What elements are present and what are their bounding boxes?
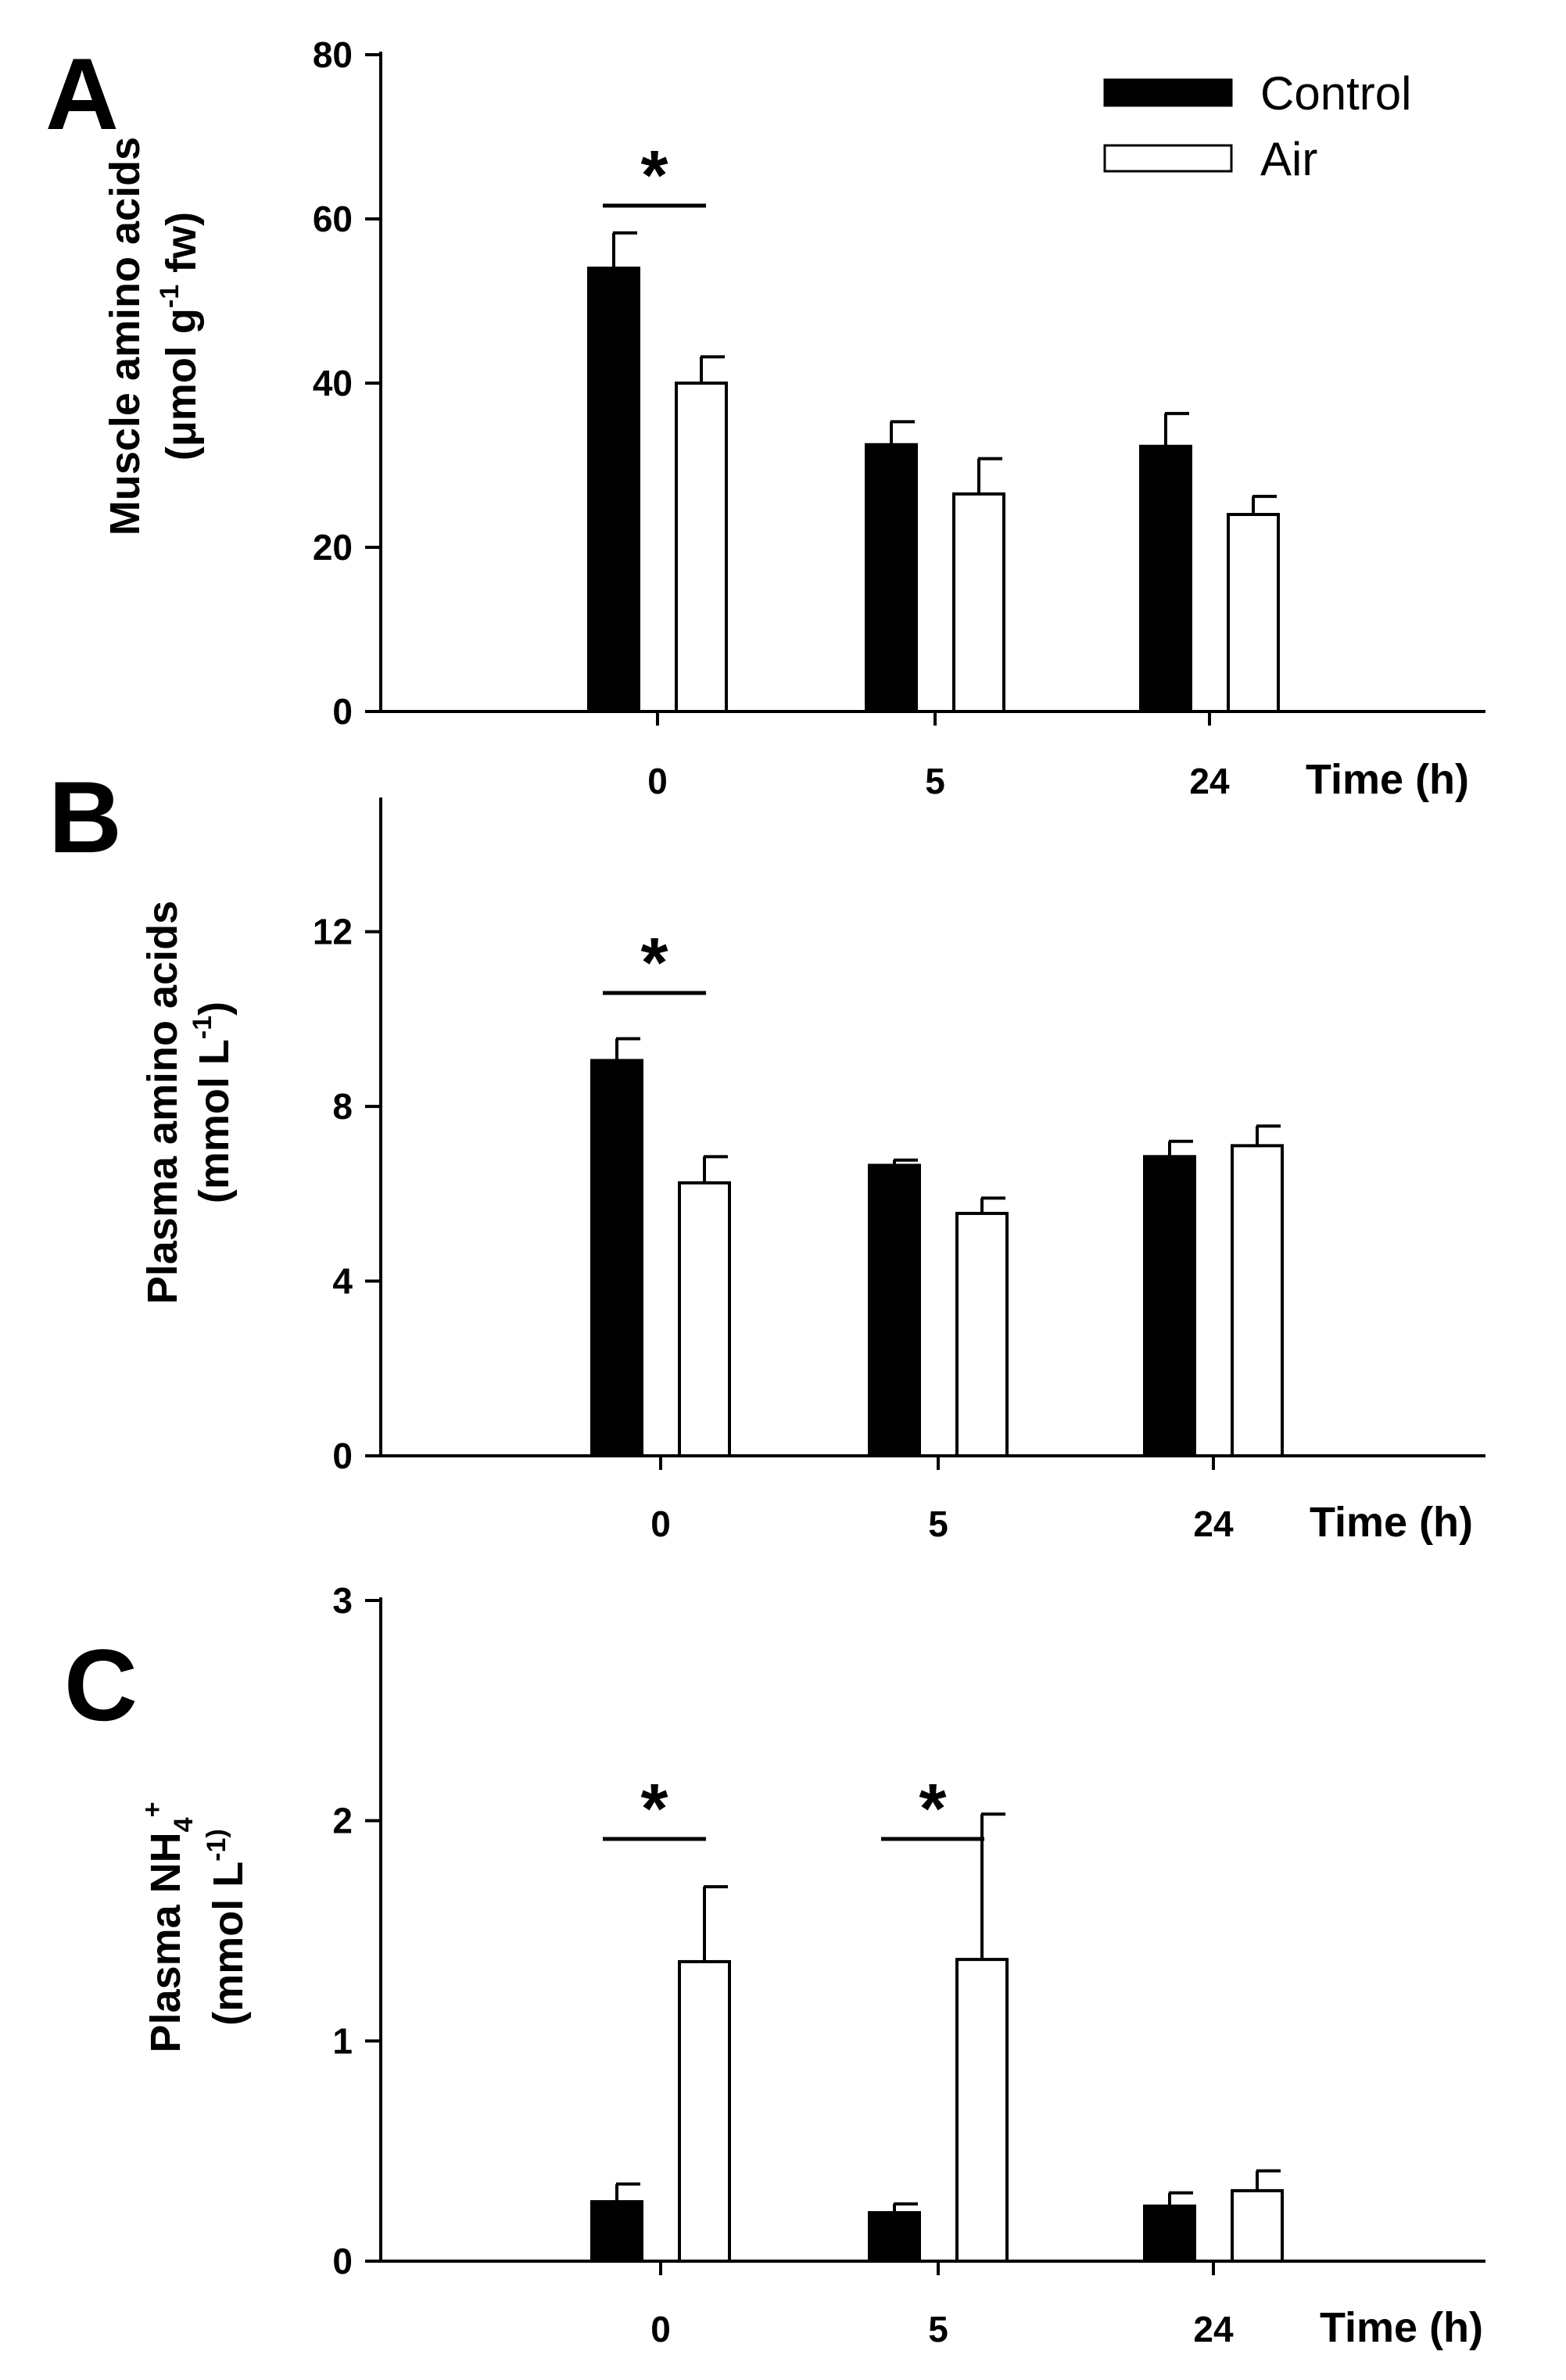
bar-air bbox=[955, 1211, 1009, 1457]
significance-star: * bbox=[919, 1770, 946, 1848]
x-axis-title: Time (h) bbox=[1320, 2304, 1483, 2351]
bar-air bbox=[1231, 1144, 1284, 1457]
significance-star: * bbox=[640, 924, 668, 1002]
legend-swatch-air bbox=[1103, 144, 1233, 173]
bar-air bbox=[1227, 513, 1280, 713]
x-tick-label: 24 bbox=[1193, 2309, 1234, 2350]
x-tick-label: 0 bbox=[647, 761, 668, 801]
bar-control bbox=[1143, 2204, 1196, 2263]
panel-letter-a: A bbox=[45, 37, 119, 151]
x-tick-label: 5 bbox=[928, 1504, 948, 1544]
panel-a: A Muscle amino acids (μmol g-1 fw) Contr… bbox=[45, 37, 1411, 536]
plot-c: 0 1 2 3 0 5 24 Time (h) * * bbox=[332, 1580, 1485, 2351]
bar-air bbox=[1231, 2188, 1284, 2264]
bar-control bbox=[1139, 444, 1192, 713]
bar-control bbox=[590, 1059, 643, 1457]
y-tick-label: 4 bbox=[332, 1261, 353, 1302]
plot-b: 0 4 8 12 0 5 24 Time (h) * bbox=[313, 798, 1485, 1546]
panel-c: C Plasma NH4+ (mmol L-1) bbox=[64, 1628, 252, 2052]
y-axis-title-a-line1: Muscle amino acids bbox=[102, 137, 149, 536]
y-tick-label: 20 bbox=[313, 527, 353, 568]
y-axis-title-b-line2: (mmol L-1) bbox=[188, 1002, 238, 1203]
y-tick-label: 3 bbox=[332, 1580, 353, 1621]
x-tick-label: 5 bbox=[925, 761, 945, 801]
legend-swatch-control bbox=[1103, 78, 1233, 107]
y-axis-title-c-line1: Plasma NH4+ bbox=[138, 1802, 199, 2053]
x-tick-label: 24 bbox=[1193, 1504, 1234, 1544]
bar-control bbox=[865, 443, 918, 713]
panel-letter-b: B bbox=[48, 760, 122, 874]
bar-control bbox=[868, 1163, 921, 1458]
bar-control bbox=[868, 2211, 921, 2264]
panel-b: B Plasma amino acids (mmol L-1) bbox=[48, 760, 238, 1304]
y-tick-label: 8 bbox=[332, 1086, 353, 1127]
bar-control bbox=[587, 267, 640, 713]
bar-air bbox=[678, 1959, 731, 2264]
y-tick-label: 2 bbox=[332, 1801, 353, 1841]
bar-air bbox=[952, 492, 1005, 713]
y-tick-label: 60 bbox=[313, 199, 353, 239]
x-tick-label: 24 bbox=[1189, 761, 1230, 801]
bar-air bbox=[675, 382, 728, 713]
significance-star: * bbox=[640, 1770, 668, 1848]
y-tick-label: 0 bbox=[332, 1436, 353, 1476]
x-tick-label: 0 bbox=[650, 2309, 671, 2350]
x-axis-title: Time (h) bbox=[1310, 1499, 1473, 1546]
panel-letter-c: C bbox=[64, 1628, 138, 1742]
y-tick-label: 0 bbox=[332, 691, 353, 732]
y-axis-title-b-line1: Plasma amino acids bbox=[139, 901, 186, 1304]
y-tick-label: 0 bbox=[332, 2241, 353, 2281]
x-tick-label: 0 bbox=[650, 1504, 671, 1544]
legend-label-air: Air bbox=[1260, 133, 1317, 185]
significance-star: * bbox=[640, 137, 668, 215]
y-axis-title-a-line2: (μmol g-1 fw) bbox=[155, 212, 205, 461]
x-tick-label: 5 bbox=[928, 2309, 948, 2350]
bar-air bbox=[955, 1958, 1009, 2264]
y-axis-title-b: Plasma amino acids (mmol L-1) bbox=[139, 901, 238, 1304]
plot-a: 0 20 40 60 80 0 5 24 Time (h) * bbox=[313, 34, 1485, 803]
x-axis-title: Time (h) bbox=[1306, 756, 1469, 803]
y-tick-label: 1 bbox=[332, 2020, 353, 2061]
legend-label-control: Control bbox=[1260, 67, 1411, 120]
y-tick-label: 12 bbox=[313, 912, 353, 952]
bar-control bbox=[590, 2199, 643, 2263]
y-axis-title-a: Muscle amino acids (μmol g-1 fw) bbox=[102, 137, 205, 536]
y-axis-title-c: Plasma NH4+ (mmol L-1) bbox=[138, 1802, 252, 2053]
bar-control bbox=[1143, 1155, 1196, 1458]
legend: Control Air bbox=[1103, 67, 1411, 185]
y-tick-label: 80 bbox=[313, 34, 353, 75]
bar-air bbox=[678, 1181, 731, 1458]
y-tick-label: 40 bbox=[313, 363, 353, 403]
y-axis-title-c-line2: (mmol L-1) bbox=[202, 1829, 252, 2026]
